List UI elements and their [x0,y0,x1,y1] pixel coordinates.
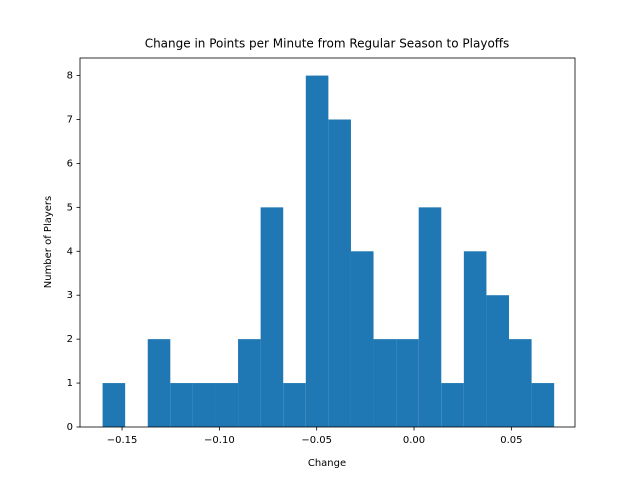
bar [418,207,442,427]
y-axis-label: Number of Players [43,196,54,289]
bar [328,119,351,427]
x-tick-label: 0.00 [403,435,425,446]
x-tick-label: −0.10 [204,435,235,446]
bar [147,339,171,427]
bar [192,383,216,427]
y-tick-label: 1 [67,378,73,389]
bar [396,339,419,427]
x-axis-label: Change [308,458,346,469]
bar [238,339,261,427]
bar [260,207,284,427]
bar [531,383,555,427]
bar [283,383,306,427]
bar [102,383,126,427]
y-tick-label: 5 [67,202,73,213]
x-tick-label: −0.15 [107,435,138,446]
bar [170,383,193,427]
bar [215,383,239,427]
axes-frame [79,57,576,428]
y-tick-label: 7 [67,115,73,126]
bar [373,339,397,427]
bar [509,339,532,427]
x-tick-label: −0.05 [301,435,332,446]
y-tick-label: 3 [67,290,73,301]
y-tick-label: 0 [67,422,73,433]
chart-title: Change in Points per Minute from Regular… [145,37,510,51]
y-tick-label: 4 [67,246,73,257]
y-tick-label: 2 [67,334,73,345]
bar [441,383,464,427]
y-tick-label: 6 [67,158,73,169]
y-tick-label: 8 [67,71,73,82]
bar [350,251,374,427]
bar [305,75,329,428]
bar [463,251,487,427]
x-tick-label: 0.05 [500,435,522,446]
bar [486,295,510,427]
